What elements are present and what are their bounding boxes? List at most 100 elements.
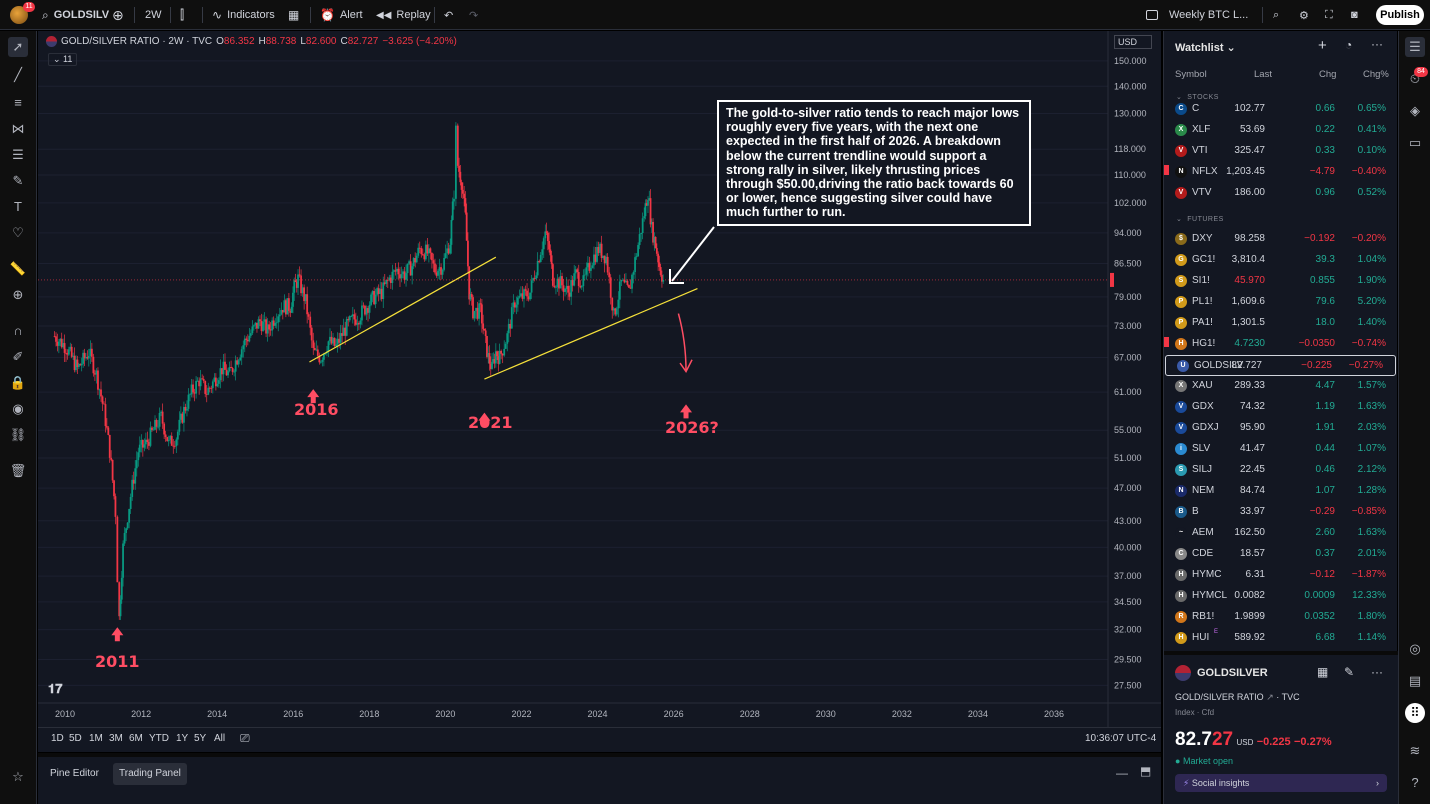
watchlist-row[interactable]: R RB1! 1.9899 0.0352 1.80% <box>1164 607 1398 628</box>
eye-icon[interactable]: ◉ <box>12 401 24 416</box>
magnet-icon[interactable]: ∩ <box>13 323 23 338</box>
brush-tool-icon[interactable]: ✎ <box>12 173 24 188</box>
broadcast-icon[interactable]: ≋ <box>1409 743 1421 758</box>
watchlist-icon[interactable]: ☰ <box>1405 37 1425 57</box>
range-6m[interactable]: 6M <box>129 733 143 744</box>
column-chg-pct[interactable]: Chg% <box>1363 69 1389 80</box>
chart-type-button[interactable]: ⫿ <box>180 4 184 26</box>
watchlist-row[interactable]: S SILJ 22.45 0.46 2.12% <box>1164 460 1398 481</box>
range-all[interactable]: All <box>214 733 226 744</box>
watchlist-row[interactable]: H HYMCL 0.0082 0.0009 12.33% <box>1164 586 1398 607</box>
watchlist-row[interactable]: ~ AEM 162.50 2.60 1.63% <box>1164 523 1398 544</box>
watchlist-row[interactable]: N NFLX 1,203.45 −4.79 −0.40% <box>1164 162 1398 183</box>
column-chg[interactable]: Chg <box>1319 69 1337 80</box>
link-icon[interactable]: ⛓ <box>9 427 27 442</box>
redo-button[interactable]: ↷ <box>469 4 478 26</box>
compare-add-button[interactable]: ⊕ <box>112 4 124 26</box>
templates-button[interactable]: ▦ <box>288 4 299 26</box>
range-5y[interactable]: 5Y <box>194 733 207 744</box>
watchlist-row[interactable]: C CDE 18.57 0.37 2.01% <box>1164 544 1398 565</box>
range-1y[interactable]: 1Y <box>176 733 189 744</box>
star-icon[interactable]: ☆ <box>12 769 24 784</box>
currency-selector[interactable]: USD <box>1114 35 1152 49</box>
details-grid-icon[interactable]: ▦ <box>1317 665 1329 679</box>
flag-icon[interactable] <box>1164 337 1169 347</box>
details-more-icon[interactable]: ··· <box>1371 665 1383 679</box>
horizontal-lines-tool-icon[interactable]: ≡ <box>14 95 22 110</box>
watchlist-row[interactable]: X XAU 289.33 4.47 1.57% <box>1164 376 1398 397</box>
watchlist-row[interactable]: $ DXY 98.258 −0.192 −0.20% <box>1164 229 1398 250</box>
watchlist-row[interactable]: B B 33.97 −0.29 −0.85% <box>1164 502 1398 523</box>
interval-button[interactable]: 2W <box>145 4 162 26</box>
symbol-search-button[interactable]: ⌕ GOLDSILV <box>42 4 109 26</box>
range-1m[interactable]: 1M <box>89 733 103 744</box>
chart-pane[interactable]: 150.000 140.000 130.000 118.000 110.000 102.0… <box>38 31 1161 752</box>
chat-icon[interactable]: ▭ <box>1408 135 1422 150</box>
column-last[interactable]: Last <box>1254 69 1272 80</box>
undo-button[interactable]: ↶ <box>444 4 453 26</box>
text-tool-icon[interactable]: T <box>14 199 22 214</box>
snapshot-button[interactable]: ◙ <box>1351 4 1358 26</box>
details-symbol[interactable]: GOLDSILVER <box>1197 667 1268 679</box>
trendline-tool-icon[interactable]: ╱ <box>14 67 22 82</box>
watchlist-row[interactable]: H HUI 589.92 6.68 1.14% E <box>1164 628 1398 649</box>
watchlist-row[interactable]: V GDX 74.32 1.19 1.63% <box>1164 397 1398 418</box>
social-insights-button[interactable]: ⚡ Social insights › <box>1175 774 1387 792</box>
clock[interactable]: 10:36:07 UTC-4 <box>1085 733 1157 744</box>
minimize-icon[interactable]: — <box>1116 766 1128 780</box>
maximize-icon[interactable]: ⬒ <box>1140 764 1152 778</box>
details-edit-icon[interactable]: ✎ <box>1344 665 1355 679</box>
zoom-icon[interactable]: ⊕ <box>12 287 24 302</box>
target-icon[interactable]: ◎ <box>1409 641 1421 656</box>
section-stocks[interactable]: ⌄ STOCKS <box>1176 94 1219 101</box>
fullscreen-button[interactable]: ⛶ <box>1325 4 1333 26</box>
watchlist-row[interactable]: G GC1! 3,810.4 39.3 1.04% <box>1164 250 1398 271</box>
watchlist-title[interactable]: Watchlist ⌄ <box>1175 42 1236 54</box>
quick-search-button[interactable]: ⌕ <box>1273 4 1279 26</box>
fib-tool-icon[interactable]: ☰ <box>12 147 24 162</box>
watchlist-row[interactable]: V VTI 325.47 0.33 0.10% <box>1164 141 1398 162</box>
watchlist-row[interactable]: V VTV 186.00 0.96 0.52% <box>1164 183 1398 204</box>
alert-button[interactable]: ⏰ Alert <box>320 4 363 26</box>
cursor-tool-icon[interactable]: ➚ <box>8 37 28 57</box>
watchlist-row[interactable]: H HG1! 4.7230 −0.0350 −0.74% <box>1164 334 1398 355</box>
watchlist-row[interactable]: S SI1! 45.970 0.855 1.90% <box>1164 271 1398 292</box>
apps-grid-icon[interactable]: ⠿ <box>1405 703 1425 723</box>
watchlist-row[interactable]: U GOLDSILV 82.727 −0.225 −0.27% <box>1165 355 1396 376</box>
indicator-toggle[interactable]: ⌄ 11 <box>48 53 78 66</box>
publish-button[interactable]: Publish <box>1376 5 1424 25</box>
details-name[interactable]: GOLD/SILVER RATIO <box>1175 692 1264 702</box>
indicators-button[interactable]: ∿ Indicators <box>212 4 275 26</box>
flag-icon[interactable] <box>1164 165 1169 175</box>
watchlist-row[interactable]: H HYMC 6.31 −0.12 −1.87% <box>1164 565 1398 586</box>
range-1d[interactable]: 1D <box>51 733 64 744</box>
layers-icon[interactable]: ◈ <box>1410 103 1420 118</box>
tab-pine-editor[interactable]: Pine Editor <box>50 768 99 779</box>
watchlist-row[interactable]: V GDXJ 95.90 1.91 2.03% <box>1164 418 1398 439</box>
more-icon[interactable]: ··· <box>1371 37 1383 51</box>
range-5d[interactable]: 5D <box>69 733 82 744</box>
column-symbol[interactable]: Symbol <box>1175 69 1207 80</box>
layout-menu-button[interactable]: Weekly BTC L... <box>1146 4 1248 26</box>
tab-trading-panel[interactable]: Trading Panel <box>113 763 187 785</box>
heart-icon[interactable]: ♡ <box>12 225 24 240</box>
watchlist-row[interactable]: X XLF 53.69 0.22 0.41% <box>1164 120 1398 141</box>
range-3m[interactable]: 3M <box>109 733 123 744</box>
external-link-icon[interactable]: ↗ <box>1266 692 1274 702</box>
price-chart-svg[interactable]: 150.000 140.000 130.000 118.000 110.000 102.0… <box>38 31 1161 727</box>
trash-icon[interactable]: 🗑 <box>9 463 27 478</box>
ruler-tool-icon[interactable]: 📏 <box>9 261 27 276</box>
pie-chart-icon[interactable]: ◔ <box>1345 38 1353 52</box>
replay-button[interactable]: ◀◀ Replay <box>376 4 431 26</box>
pattern-tool-icon[interactable]: ⋈ <box>11 121 25 136</box>
lock-icon[interactable]: 🔒 <box>9 375 27 390</box>
watchlist-row[interactable]: N NEM 84.74 1.07 1.28% <box>1164 481 1398 502</box>
date-range-icon[interactable]: ⎚ <box>240 731 250 745</box>
range-ytd[interactable]: YTD <box>149 733 169 744</box>
watchlist-row[interactable]: P PL1! 1,609.6 79.6 5.20% <box>1164 292 1398 313</box>
calendar-icon[interactable]: ▤ <box>1408 673 1422 688</box>
add-symbol-icon[interactable]: + <box>1318 37 1327 54</box>
watchlist-row[interactable]: C C 102.77 0.66 0.65% <box>1164 99 1398 120</box>
alerts-clock-icon[interactable]: ⏲ <box>1409 71 1421 86</box>
pencil-lock-icon[interactable]: ✐ <box>12 349 24 364</box>
